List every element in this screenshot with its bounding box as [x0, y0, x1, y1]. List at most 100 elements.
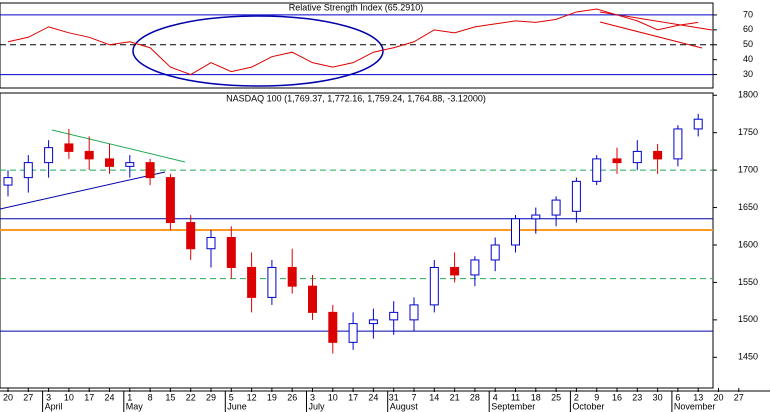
x-tick-label: 24: [368, 392, 378, 402]
annotation-ellipse: [132, 15, 384, 87]
candle-body: [105, 158, 114, 167]
x-tick-label: 14: [429, 392, 439, 402]
candle-body: [206, 237, 216, 250]
candle-body: [409, 304, 419, 321]
candle-body: [571, 180, 581, 212]
x-tick-label: 10: [328, 392, 338, 402]
x-tick-label: 18: [531, 392, 541, 402]
x-tick-label: 13: [693, 392, 703, 402]
x-tick-label: 16: [612, 392, 622, 402]
candle-body: [551, 199, 561, 216]
x-tick-label: 27: [23, 392, 33, 402]
x-tick-label: 6: [675, 392, 680, 402]
x-tick-label: 25: [551, 392, 561, 402]
x-tick-label: 26: [287, 392, 297, 402]
y-tick-label: 70: [743, 9, 753, 19]
candle-body: [450, 266, 460, 276]
month-label: September: [491, 401, 535, 411]
month-label: August: [390, 401, 419, 411]
rsi-frame: [0, 2, 714, 89]
price-title: NASDAQ 100 (1,769.37, 1,772.16, 1,759.24…: [226, 93, 486, 103]
x-tick-label: 30: [653, 392, 663, 402]
x-tick-label: 31: [389, 392, 399, 402]
candle-body: [389, 311, 399, 321]
candle-body: [328, 311, 338, 343]
x-tick-label: 10: [64, 392, 74, 402]
y-tick-label: 50: [743, 39, 753, 49]
y-tick-label: 1650: [738, 202, 758, 212]
month-label: June: [227, 401, 247, 411]
price-frame: [0, 92, 714, 389]
x-tick-label: 29: [206, 392, 216, 402]
candle-body: [267, 266, 277, 298]
x-tick-label: 7: [411, 392, 416, 402]
y-tick-label: 60: [743, 24, 753, 34]
candle-body: [226, 237, 236, 268]
candle-body: [470, 259, 480, 276]
x-tick-label: 19: [267, 392, 277, 402]
candle-body: [84, 150, 94, 160]
candle-body: [511, 218, 520, 246]
y-tick-label: 1800: [738, 90, 758, 100]
x-tick-label: 17: [84, 392, 94, 402]
candle-body: [44, 147, 54, 164]
x-tick-label: 17: [348, 392, 358, 402]
x-tick-label: 3: [310, 392, 315, 402]
y-tick-label: 1600: [738, 239, 758, 249]
rsi-title: Relative Strength Index (65.2910): [289, 2, 424, 12]
month-label: May: [126, 401, 144, 411]
x-tick-label: 24: [104, 392, 114, 402]
month-label: October: [572, 401, 604, 411]
candle-body: [653, 150, 663, 160]
candle-body: [490, 244, 500, 261]
candle-body: [632, 150, 642, 164]
x-tick-label: 20: [713, 392, 723, 402]
x-tick-label: 11: [511, 392, 520, 402]
candle-body: [612, 158, 622, 164]
month-label: April: [45, 401, 63, 411]
candle-body: [308, 285, 317, 313]
y-tick-label: 1700: [738, 164, 758, 174]
x-tick-label: 1: [127, 392, 132, 402]
x-tick-label: 4: [493, 392, 498, 402]
x-tick-label: 2: [574, 392, 579, 402]
candle-body: [64, 143, 74, 152]
candle-body: [186, 222, 196, 250]
trendline: [599, 21, 703, 49]
candle-body: [145, 162, 155, 179]
x-tick-label: 20: [3, 392, 13, 402]
x-tick-label: 28: [470, 392, 480, 402]
y-tick-label: 1550: [738, 277, 758, 287]
candle-body: [368, 319, 378, 325]
x-tick-label: 5: [229, 392, 234, 402]
candle-body: [165, 177, 175, 224]
month-label: July: [309, 401, 326, 411]
rsi-line: [7, 8, 699, 76]
x-tick-label: 8: [148, 392, 153, 402]
candle-body: [673, 128, 683, 160]
plot-layer: 3040506070145015001550160016501700175018…: [0, 8, 758, 412]
x-tick-label: 12: [247, 392, 257, 402]
x-tick-label: 27: [734, 392, 744, 402]
x-tick-label: 21: [450, 392, 460, 402]
y-tick-label: 1450: [738, 352, 758, 362]
y-tick-label: 1750: [738, 127, 758, 137]
y-tick-label: 30: [743, 69, 753, 79]
x-tick-label: 23: [632, 392, 642, 402]
candle-body: [125, 162, 135, 167]
candle-body: [247, 266, 257, 298]
candle-body: [3, 177, 13, 186]
trendline: [51, 129, 186, 163]
x-tick-label: 3: [46, 392, 51, 402]
y-tick-label: 1500: [738, 314, 758, 324]
x-tick-label: 9: [594, 392, 599, 402]
candle-body: [348, 323, 358, 343]
candle-body: [429, 266, 439, 306]
x-tick-label: 22: [186, 392, 196, 402]
candle-body: [287, 266, 297, 287]
candle-body: [592, 158, 602, 182]
x-tick-label: 15: [165, 392, 175, 402]
y-tick-label: 40: [743, 54, 753, 64]
